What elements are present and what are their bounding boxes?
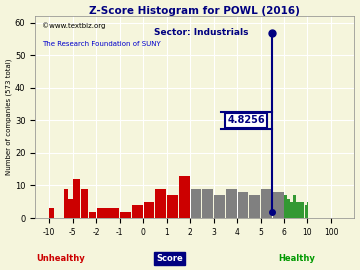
Bar [81, 189, 88, 218]
Text: Unhealthy: Unhealthy [36, 254, 85, 263]
Bar [144, 202, 154, 218]
Bar [273, 192, 284, 218]
Bar [290, 202, 293, 218]
Bar [287, 198, 290, 218]
Bar [202, 189, 213, 218]
Bar [73, 179, 80, 218]
Bar [284, 195, 287, 218]
Text: ©www.textbiz.org: ©www.textbiz.org [41, 22, 105, 29]
Bar [293, 195, 296, 218]
Bar [97, 208, 119, 218]
Text: Sector: Industrials: Sector: Industrials [154, 28, 249, 37]
Bar [179, 176, 190, 218]
Bar [132, 205, 143, 218]
Bar [299, 202, 302, 218]
Text: Healthy: Healthy [279, 254, 315, 263]
Bar [296, 202, 298, 218]
Bar [89, 211, 96, 218]
Bar [49, 208, 54, 218]
Bar [305, 205, 307, 218]
Bar [167, 195, 178, 218]
Bar [302, 202, 305, 218]
Bar [238, 192, 248, 218]
Bar [190, 189, 201, 218]
Bar [261, 189, 272, 218]
Bar [156, 189, 166, 218]
Bar [226, 189, 237, 218]
Text: The Research Foundation of SUNY: The Research Foundation of SUNY [41, 40, 160, 46]
Text: Score: Score [156, 254, 183, 263]
Text: 4.8256: 4.8256 [227, 116, 265, 126]
Bar [68, 198, 73, 218]
Bar [249, 195, 260, 218]
Bar [120, 211, 131, 218]
Y-axis label: Number of companies (573 total): Number of companies (573 total) [5, 59, 12, 176]
Title: Z-Score Histogram for POWL (2016): Z-Score Histogram for POWL (2016) [89, 6, 300, 16]
Bar [214, 195, 225, 218]
Bar [63, 189, 68, 218]
